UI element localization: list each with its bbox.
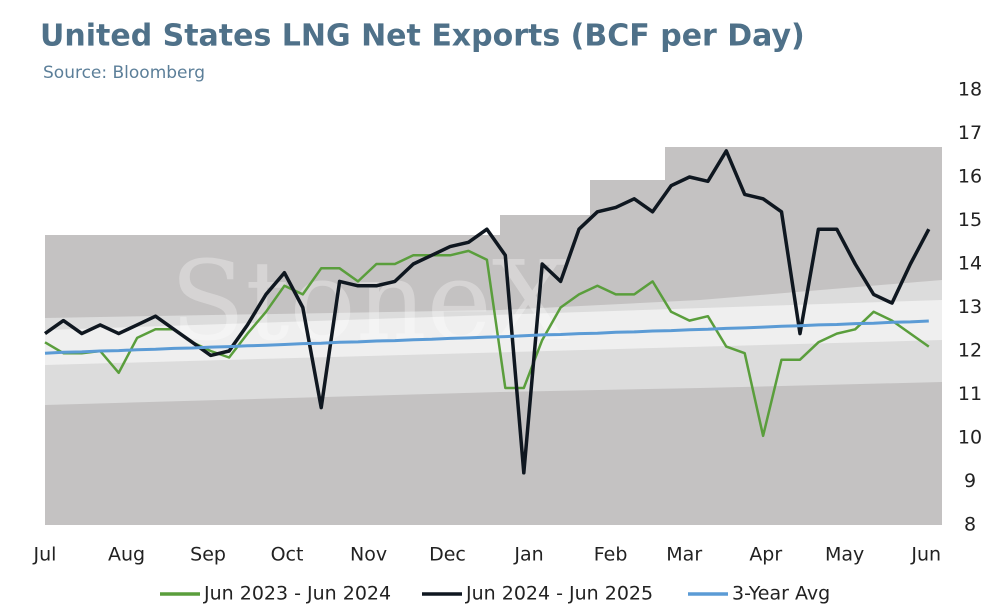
y-tick-label: 10 [958, 427, 982, 449]
series-line [43, 149, 931, 475]
y-tick-label: 9 [964, 470, 976, 492]
plot [43, 149, 931, 475]
x-tick-label: Dec [429, 544, 466, 566]
range-band-inner [45, 300, 942, 365]
x-tick-label: Jan [513, 544, 543, 566]
y-tick-label: 8 [964, 514, 976, 536]
watermark: StoneX [170, 237, 570, 365]
y-tick-label: 12 [958, 340, 982, 362]
x-tick-label: May [825, 544, 864, 566]
legend-label: 3-Year Avg [732, 583, 830, 605]
x-tick-label: Nov [350, 544, 387, 566]
y-tick-label: 13 [958, 296, 982, 318]
chart-subtitle: Source: Bloomberg [43, 63, 205, 83]
y-tick-label: 11 [958, 383, 982, 405]
x-tick-label: Oct [271, 544, 304, 566]
chart-title: United States LNG Net Exports (BCF per D… [40, 19, 805, 54]
y-tick-label: 17 [958, 122, 982, 144]
y-tick-label: 15 [958, 209, 982, 231]
y-tick-label: 18 [958, 79, 982, 101]
x-tick-label: Sep [190, 544, 226, 566]
legend: Jun 2023 - Jun 2024 Jun 2024 - Jun 2025 3-… [160, 583, 830, 605]
x-tick-label: Aug [108, 544, 145, 566]
series-line [44, 319, 929, 355]
legend-label: Jun 2024 - Jun 2025 [465, 583, 653, 605]
x-tick-label: Jul [33, 544, 57, 566]
x-tick-label: Apr [749, 544, 782, 566]
y-tick-label: 14 [958, 253, 982, 275]
x-tick-label: Jun [910, 544, 941, 566]
x-tick-label: Mar [666, 544, 702, 566]
y-tick-label: 16 [958, 166, 982, 188]
x-tick-label: Feb [594, 544, 628, 566]
legend-label: Jun 2023 - Jun 2024 [203, 583, 391, 605]
